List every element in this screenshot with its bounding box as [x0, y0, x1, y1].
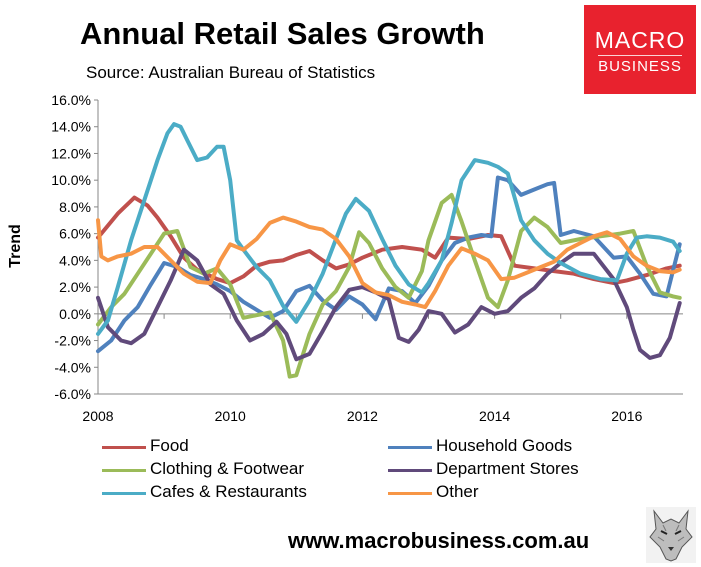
y-tick-label: 16.0%	[51, 92, 91, 108]
chart-axes: 16.0% 14.0% 12.0% 10.0% 8.0% 6.0% 4.0% 2.0% 0.0%…	[51, 92, 683, 424]
y-tick-label: 2.0%	[59, 279, 91, 295]
legend-swatch	[388, 469, 432, 472]
y-tick-label: -6.0%	[54, 386, 91, 402]
macrobusiness-logo: MACRO BUSINESS	[584, 5, 696, 94]
x-tick-label: 2016	[611, 408, 642, 424]
legend-label: Household Goods	[436, 436, 573, 455]
series-line-other	[96, 215, 682, 310]
y-tick-label: 8.0%	[59, 199, 91, 215]
wolf-logo-icon	[646, 507, 696, 563]
y-tick-label: 4.0%	[59, 252, 91, 268]
legend-label: Cafes & Restaurants	[150, 482, 307, 501]
y-tick-label: 12.0%	[51, 145, 91, 161]
x-tick-label: 2008	[82, 408, 113, 424]
series-line-cafes-restaurants	[96, 122, 682, 336]
chart-series	[96, 122, 682, 379]
legend-label: Clothing & Footwear	[150, 459, 305, 478]
logo-line-1: MACRO	[594, 27, 686, 53]
series-line-department-stores	[96, 247, 682, 362]
chart-title: Annual Retail Sales Growth	[80, 16, 485, 51]
x-tick-label: 2014	[479, 408, 510, 424]
legend-label: Department Stores	[436, 459, 579, 478]
logo-divider	[598, 55, 682, 56]
x-tick-label: 2010	[215, 408, 246, 424]
series-line-clothing-footwear	[96, 192, 682, 379]
footer-website: www.macrobusiness.com.au	[288, 528, 590, 553]
y-tick-label: 14.0%	[51, 119, 91, 135]
y-tick-label: 10.0%	[51, 172, 91, 188]
y-tick-label: -2.0%	[54, 333, 91, 349]
series-line-household-goods	[96, 175, 682, 354]
y-tick-label: -4.0%	[54, 359, 91, 375]
legend-swatch	[388, 446, 432, 449]
legend-swatch	[102, 446, 146, 449]
legend-label: Other	[436, 482, 479, 501]
logo-line-2: BUSINESS	[598, 58, 682, 75]
y-tick-label: 0.0%	[59, 306, 91, 322]
legend-swatch	[102, 492, 146, 495]
y-axis-label: Trend	[7, 224, 24, 268]
legend-swatch	[388, 492, 432, 495]
x-tick-label: 2012	[347, 408, 378, 424]
legend-swatch	[102, 469, 146, 472]
y-tick-label: 6.0%	[59, 226, 91, 242]
legend-label: Food	[150, 436, 189, 455]
chart-source: Source: Australian Bureau of Statistics	[86, 63, 376, 82]
